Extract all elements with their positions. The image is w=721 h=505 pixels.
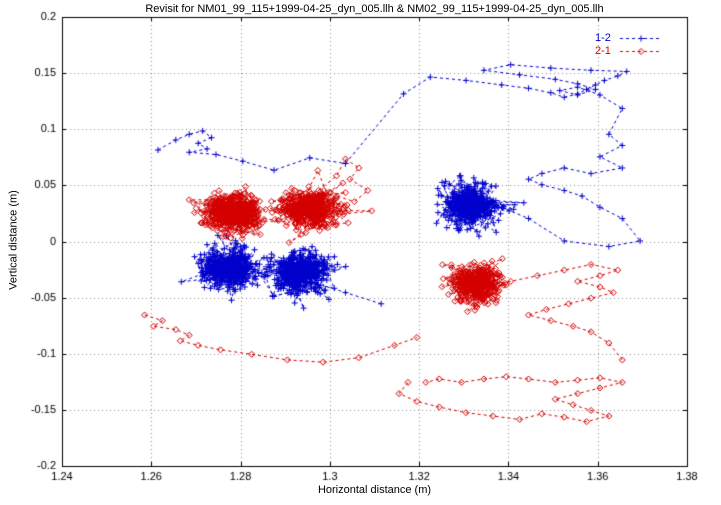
legend-sample-2-1 bbox=[617, 44, 664, 57]
legend-sample-1-2 bbox=[617, 31, 664, 44]
legend-label-1-2: 1-2 bbox=[595, 31, 611, 44]
y-axis-label: Vertical distance (m) bbox=[7, 190, 20, 290]
legend-item-1-2: 1-2 bbox=[595, 31, 664, 44]
chart-title: Revisit for NM01_99_115+1999-04-25_dyn_0… bbox=[145, 3, 604, 15]
legend: 1-2 2-1 bbox=[595, 31, 664, 57]
legend-item-2-1: 2-1 bbox=[595, 44, 664, 57]
x-axis-label: Horizontal distance (m) bbox=[317, 484, 432, 496]
legend-label-2-1: 2-1 bbox=[595, 44, 611, 57]
